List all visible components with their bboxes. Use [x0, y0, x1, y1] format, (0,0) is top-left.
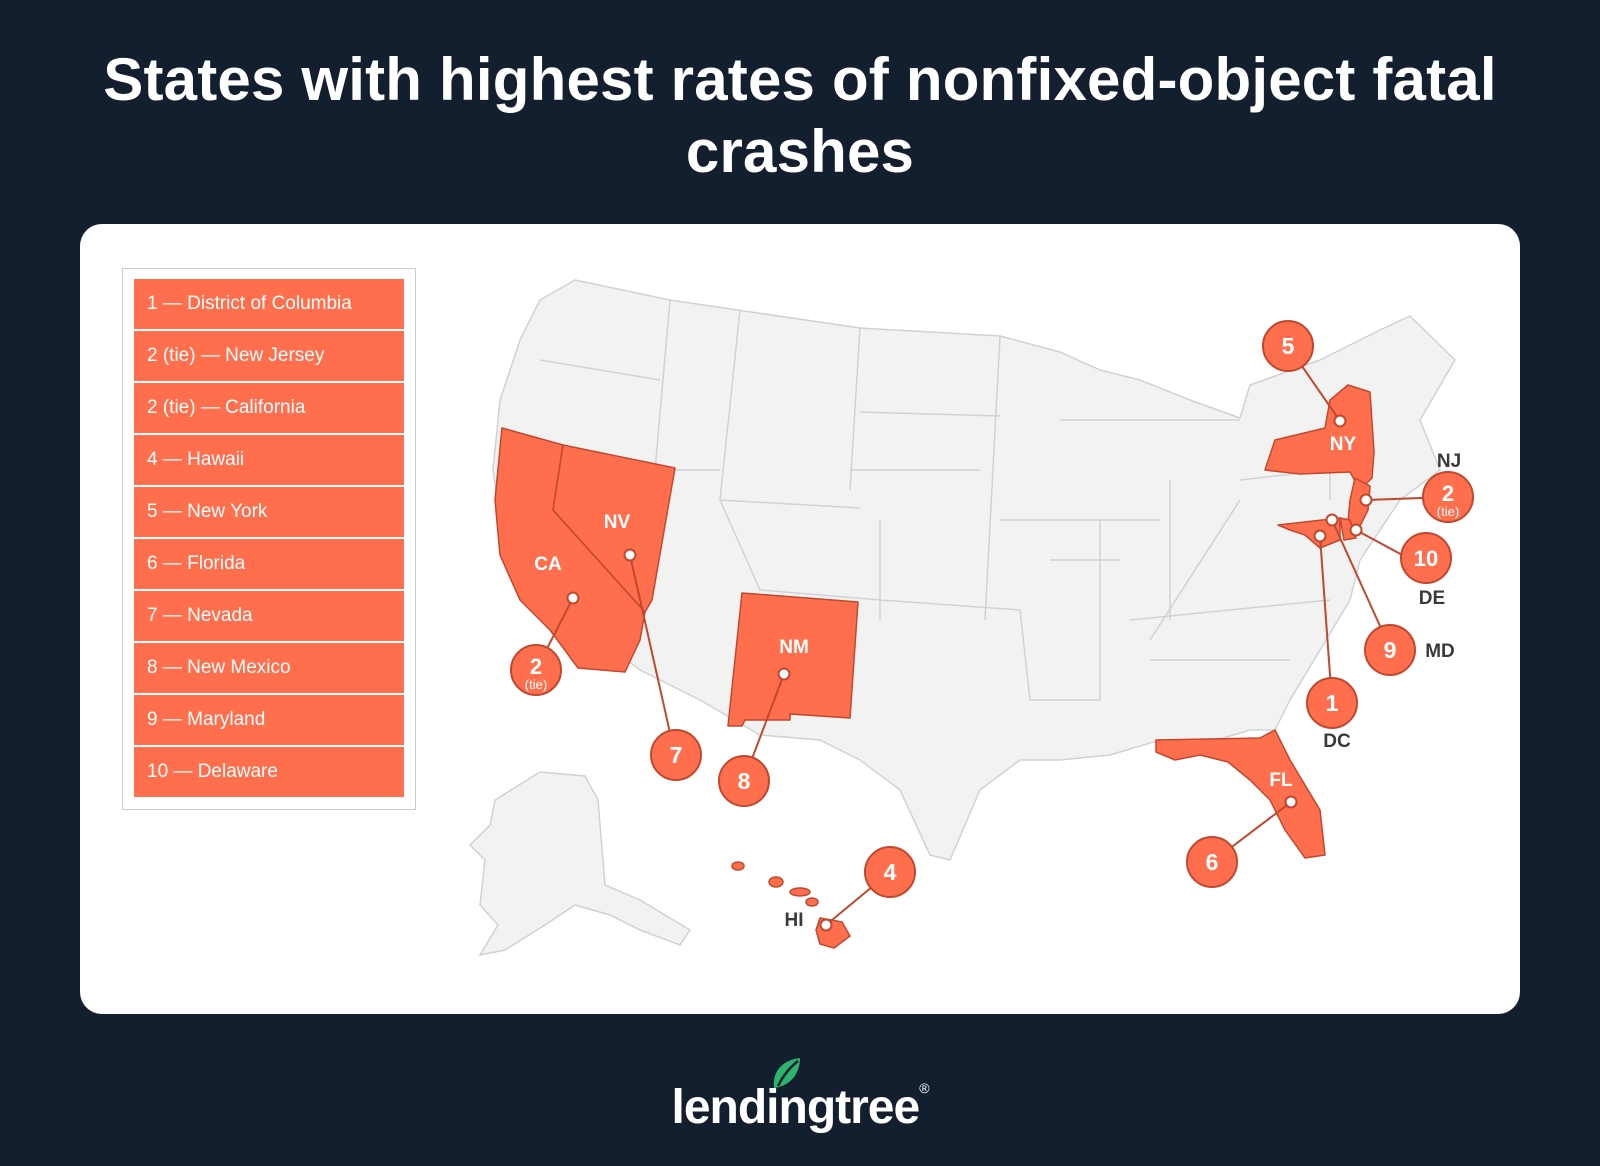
- anchor-de: [1349, 523, 1363, 537]
- label-ca: CA: [534, 554, 562, 575]
- badge-de-number: 10: [1414, 546, 1438, 571]
- badge-nm: [718, 755, 770, 807]
- badge-ny: [1262, 320, 1314, 372]
- label-md: MD: [1425, 641, 1455, 662]
- leader-dc: [1319, 535, 1333, 704]
- legend-item-9: 9 — Maryland: [134, 695, 404, 745]
- leader-de: [1355, 529, 1407, 558]
- new-york-shape: [1264, 384, 1375, 491]
- anchor-ny: [1333, 414, 1347, 428]
- badge-dc: [1306, 677, 1358, 729]
- badge-nv: [650, 729, 702, 781]
- legend-item-2: 2 (tie) — New Jersey: [134, 331, 404, 381]
- legend-item-10: 10 — Delaware: [134, 747, 404, 797]
- legend-item-1: 1 — District of Columbia: [134, 279, 404, 329]
- hawaii-island-3: [789, 887, 811, 897]
- lendingtree-logo[interactable]: lendingtree®: [0, 1052, 1600, 1134]
- anchor-nj: [1359, 493, 1373, 507]
- badge-nj: [1422, 471, 1474, 523]
- legend-item-8: 8 — New Mexico: [134, 643, 404, 693]
- legend-item-4: 4 — Hawaii: [134, 435, 404, 485]
- new-mexico-shape: [727, 592, 859, 727]
- alaska-shape: [468, 771, 692, 957]
- badge-ca-number: 2: [530, 654, 542, 679]
- nevada-shape: [552, 444, 676, 613]
- badge-fl: [1186, 836, 1238, 888]
- label-hi: HI: [785, 910, 804, 931]
- label-nv: NV: [604, 512, 631, 533]
- hawaii-island-1: [731, 861, 745, 871]
- ranking-legend: 1 — District of Columbia 2 (tie) — New J…: [122, 268, 416, 810]
- page-title: States with highest rates of nonfixed-ob…: [103, 46, 1497, 185]
- badge-hi-number: 4: [884, 859, 897, 885]
- badge-hi: [864, 846, 916, 898]
- badge-nm-number: 8: [738, 768, 751, 794]
- brand-wordmark: lendingtree: [671, 1081, 920, 1134]
- badge-nv-number: 7: [670, 742, 683, 768]
- florida-shape: [1155, 729, 1326, 859]
- label-de: DE: [1419, 588, 1445, 609]
- badge-dc-number: 1: [1326, 690, 1339, 716]
- leaf-icon: [773, 1058, 800, 1088]
- label-fl: FL: [1269, 770, 1293, 791]
- leader-nv: [629, 554, 676, 756]
- legend-item-6: 6 — Florida: [134, 539, 404, 589]
- legend-item-3: 2 (tie) — California: [134, 383, 404, 433]
- hawaii-island-2: [768, 876, 784, 888]
- anchor-hi: [819, 918, 833, 932]
- badge-ca: [510, 644, 562, 696]
- badge-md-number: 9: [1384, 637, 1397, 663]
- label-nm: NM: [779, 637, 809, 658]
- anchor-dc: [1313, 529, 1327, 543]
- badge-ca-tie: (tie): [525, 677, 547, 692]
- hawaii-island-4: [805, 897, 819, 907]
- badge-nj-tie: (tie): [1437, 504, 1459, 519]
- legend-item-5: 5 — New York: [134, 487, 404, 537]
- badge-de: [1400, 532, 1452, 584]
- badge-ny-number: 5: [1282, 333, 1295, 359]
- label-ny: NY: [1330, 434, 1357, 455]
- anchor-fl: [1284, 795, 1298, 809]
- anchor-nv: [623, 548, 637, 562]
- label-nj: NJ: [1437, 451, 1461, 472]
- anchor-nm: [777, 667, 791, 681]
- anchor-ca: [566, 591, 580, 605]
- badge-fl-number: 6: [1206, 849, 1219, 875]
- label-dc: DC: [1323, 731, 1351, 752]
- badge-md: [1364, 624, 1416, 676]
- legend-item-7: 7 — Nevada: [134, 591, 404, 641]
- registered-mark: ®: [919, 1080, 929, 1096]
- anchor-md: [1325, 513, 1339, 527]
- badge-nj-number: 2: [1442, 481, 1454, 506]
